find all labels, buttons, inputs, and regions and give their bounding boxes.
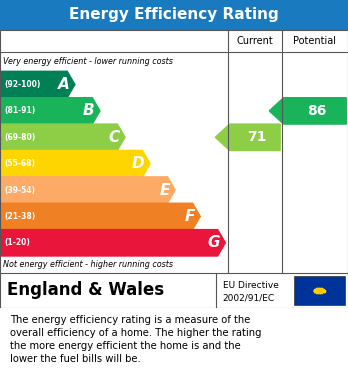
Text: (55-68): (55-68)	[4, 159, 35, 168]
Text: C: C	[109, 130, 120, 145]
Text: (39-54): (39-54)	[4, 186, 35, 195]
Text: Not energy efficient - higher running costs: Not energy efficient - higher running co…	[3, 260, 174, 269]
Polygon shape	[0, 230, 226, 256]
Text: Energy Efficiency Rating: Energy Efficiency Rating	[69, 7, 279, 23]
Polygon shape	[0, 203, 200, 230]
Polygon shape	[215, 124, 280, 151]
Text: Very energy efficient - lower running costs: Very energy efficient - lower running co…	[3, 57, 173, 66]
Text: 2002/91/EC: 2002/91/EC	[223, 294, 275, 303]
Bar	[294, 276, 345, 305]
Text: G: G	[207, 235, 220, 250]
Polygon shape	[269, 98, 346, 124]
Polygon shape	[0, 98, 100, 124]
Text: 86: 86	[307, 104, 327, 118]
Text: D: D	[132, 156, 145, 171]
Text: The energy efficiency rating is a measure of the
overall efficiency of a home. T: The energy efficiency rating is a measur…	[10, 315, 262, 364]
Polygon shape	[0, 177, 175, 203]
Text: England & Wales: England & Wales	[7, 281, 164, 299]
Text: F: F	[184, 209, 195, 224]
Text: (1-20): (1-20)	[4, 238, 30, 247]
Polygon shape	[0, 151, 150, 177]
Text: (69-80): (69-80)	[4, 133, 35, 142]
Polygon shape	[0, 71, 75, 98]
Text: Potential: Potential	[293, 36, 337, 46]
Text: EU Directive: EU Directive	[223, 281, 279, 290]
Text: (92-100): (92-100)	[4, 80, 41, 89]
Polygon shape	[0, 124, 125, 151]
Text: 71: 71	[247, 130, 267, 144]
Text: (81-91): (81-91)	[4, 106, 35, 115]
Text: Current: Current	[237, 36, 273, 46]
Text: B: B	[83, 103, 95, 118]
Text: E: E	[159, 183, 170, 197]
Text: (21-38): (21-38)	[4, 212, 35, 221]
Text: A: A	[58, 77, 70, 92]
